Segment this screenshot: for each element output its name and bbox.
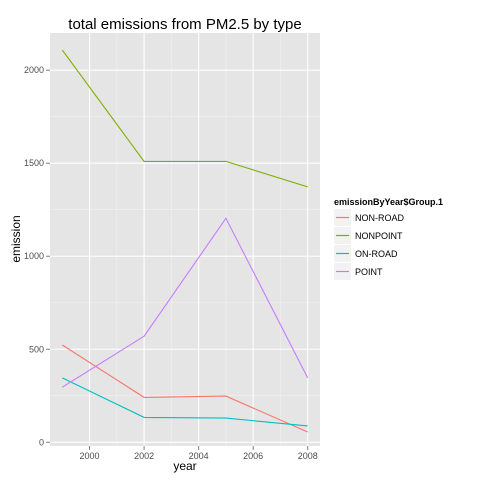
series-line-on-road xyxy=(62,377,308,427)
minor-gridlines xyxy=(50,33,320,446)
x-tick-label: 2000 xyxy=(80,451,100,461)
legend-title: emissionByYear$Group.1 xyxy=(334,197,443,207)
chart-title: total emissions from PM2.5 by type xyxy=(68,16,301,33)
legend-label-non-road: NON-ROAD xyxy=(355,213,404,223)
series-line-non-road xyxy=(62,344,308,433)
y-tick-label: 0 xyxy=(39,437,44,447)
series-lines xyxy=(61,49,309,433)
plot-panel xyxy=(50,33,320,446)
legend: emissionByYear$Group.1 NON-ROAD NONPOINT O… xyxy=(334,197,443,280)
series-line-nonpoint xyxy=(61,49,308,188)
series-line-point xyxy=(62,217,309,388)
y-tick-label: 2000 xyxy=(24,65,44,75)
x-axis: 2000 2002 2004 2006 2008 xyxy=(80,446,318,461)
x-tick-label: 2006 xyxy=(243,451,263,461)
y-axis: 0 500 1000 1500 2000 xyxy=(24,65,50,447)
y-tick-label: 500 xyxy=(29,344,44,354)
y-axis-title: emission xyxy=(9,215,23,262)
legend-label-point: POINT xyxy=(355,267,383,277)
y-tick-label: 1500 xyxy=(24,158,44,168)
y-tick-label: 1000 xyxy=(24,251,44,261)
x-tick-label: 2002 xyxy=(134,451,154,461)
legend-label-on-road: ON-ROAD xyxy=(355,249,398,259)
legend-items: NON-ROAD NONPOINT ON-ROAD POINT xyxy=(334,209,404,280)
x-tick-label: 2008 xyxy=(298,451,318,461)
legend-label-nonpoint: NONPOINT xyxy=(355,231,403,241)
x-axis-title: year xyxy=(173,459,196,473)
x-tick-label: 2004 xyxy=(189,451,209,461)
